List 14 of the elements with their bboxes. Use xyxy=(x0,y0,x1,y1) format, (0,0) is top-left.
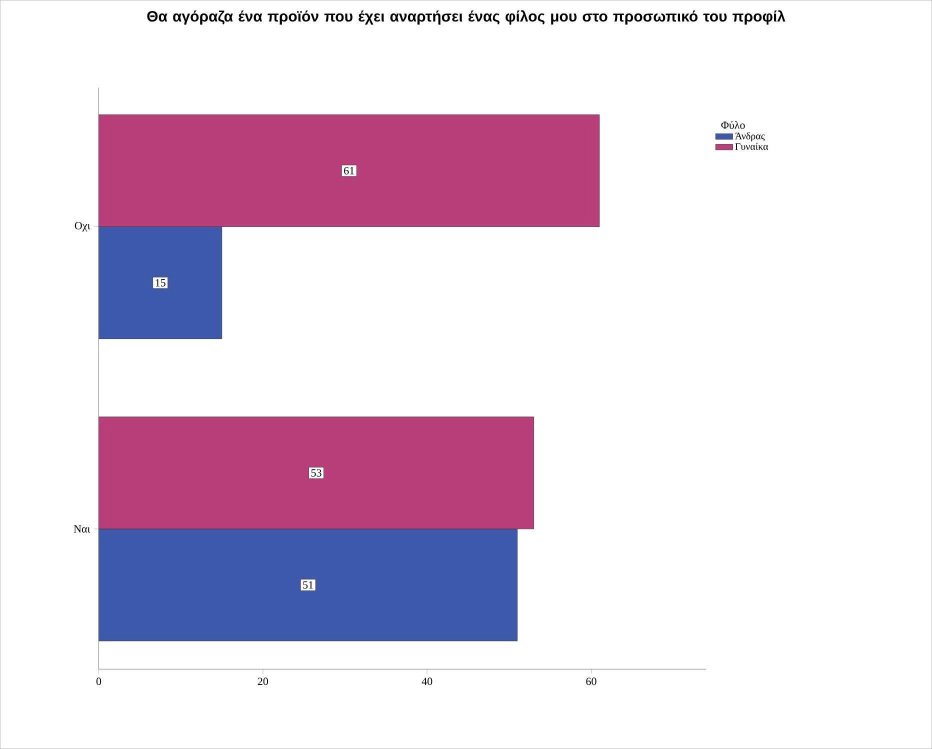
x-tick-label: 40 xyxy=(422,678,432,686)
x-tick-label: 0 xyxy=(96,678,102,686)
x-tick-label: 20 xyxy=(258,678,268,686)
y-tick-label: Οχι xyxy=(74,222,90,232)
legend-label: Άνδρας xyxy=(735,132,765,142)
x-tick-label: 60 xyxy=(586,678,596,686)
y-tick-label: Ναι xyxy=(74,525,90,533)
chart-title: Θα αγόραζα ένα προϊόν που έχει αναρτήσει ένας φίλος μου στο προσωπικό του προφίλ xyxy=(147,10,786,25)
legend-title: Φύλο xyxy=(721,121,745,129)
legend-label: Γυναίκα xyxy=(735,142,768,150)
data-label: 15 xyxy=(156,279,166,287)
data-label: 61 xyxy=(344,167,354,174)
data-label: 53 xyxy=(311,469,322,477)
data-label: 51 xyxy=(303,581,313,589)
